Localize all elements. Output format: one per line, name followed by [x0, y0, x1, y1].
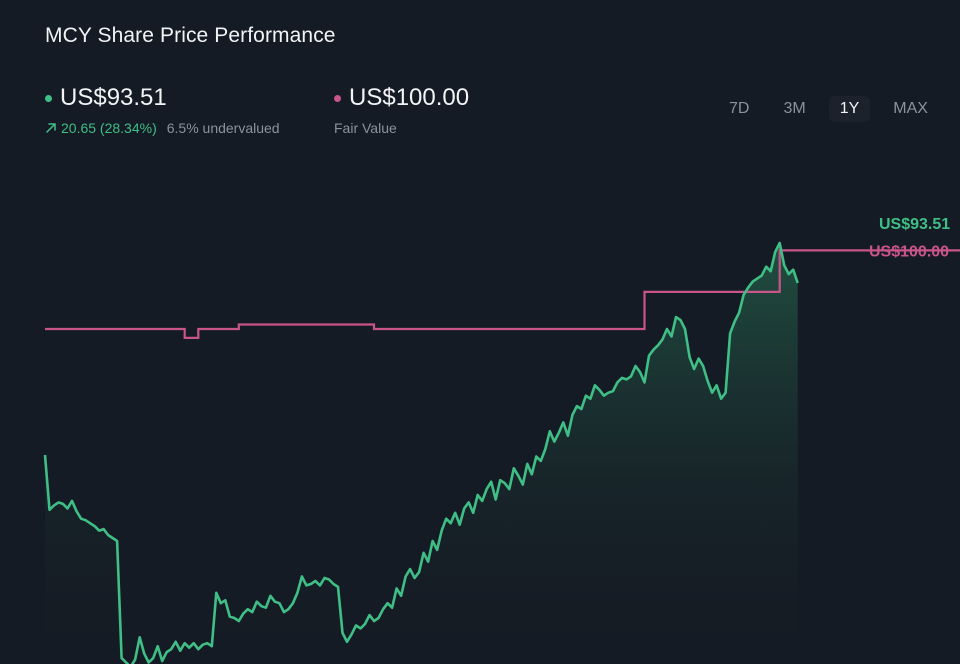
fair-value-metric: US$100.00 Fair Value	[334, 84, 469, 136]
arrow-up-right-icon	[46, 123, 56, 133]
fair-value-dot-icon	[334, 94, 341, 102]
price-change-value: 20.65 (28.34%)	[61, 120, 157, 136]
share-price-metric: US$93.51 20.65 (28.34%) 6.5% undervalued	[45, 84, 280, 136]
range-7d-button[interactable]: 7D	[729, 100, 750, 117]
share-price-area	[45, 243, 798, 664]
fair-value-line	[45, 249, 960, 339]
page-title: MCY Share Price Performance	[45, 24, 336, 47]
share-price-value: US$93.51	[60, 84, 167, 111]
share-price-line	[43, 241, 799, 664]
range-max-button[interactable]: MAX	[893, 100, 928, 117]
fair-value-end-label: US$100.00	[869, 243, 949, 260]
valuation-note: 6.5% undervalued	[166, 120, 280, 136]
fair-value-label: Fair Value	[334, 120, 397, 136]
range-1y-button[interactable]: 1Y	[828, 96, 871, 122]
range-selector: 7D 3M 1Y MAX	[718, 96, 939, 122]
price-change: 20.65 (28.34%)	[45, 120, 157, 136]
range-3m-button[interactable]: 3M	[783, 100, 806, 117]
share-price-end-label: US$93.51	[879, 216, 950, 233]
fair-value-value: US$100.00	[349, 84, 470, 111]
price-dot-icon	[45, 94, 52, 102]
